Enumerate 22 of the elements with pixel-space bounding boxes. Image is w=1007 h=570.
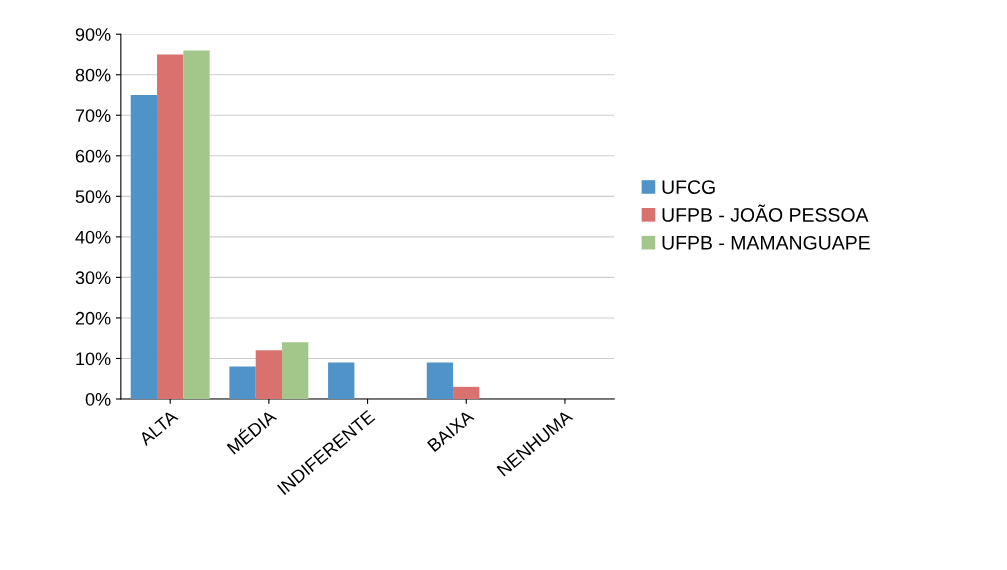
y-tick-label: 10% [76,352,111,366]
y-tick-label: 70% [75,109,111,122]
legend-label: UFPB - JOÃO PESSOA [662,204,869,222]
y-tick-label: 0% [85,392,111,406]
bar [282,342,309,399]
legend-label: UFCG [662,180,715,194]
y-tick-label: 50% [75,190,111,204]
y-tick-label: 30% [75,271,111,285]
bar [229,366,256,399]
y-tick-label: 60% [75,149,111,163]
y-tick-label: 90% [75,28,111,41]
bar [183,50,210,399]
bar [157,54,184,399]
bar [130,95,158,399]
bar [426,362,454,399]
y-tick-label: 20% [75,311,111,325]
bar [255,350,283,399]
y-tick-label: 40% [75,230,111,244]
bar [453,386,480,399]
y-tick-label: 80% [75,68,111,82]
bar [328,362,355,399]
legend-label: UFPB - MAMANGUAPE [662,235,870,250]
